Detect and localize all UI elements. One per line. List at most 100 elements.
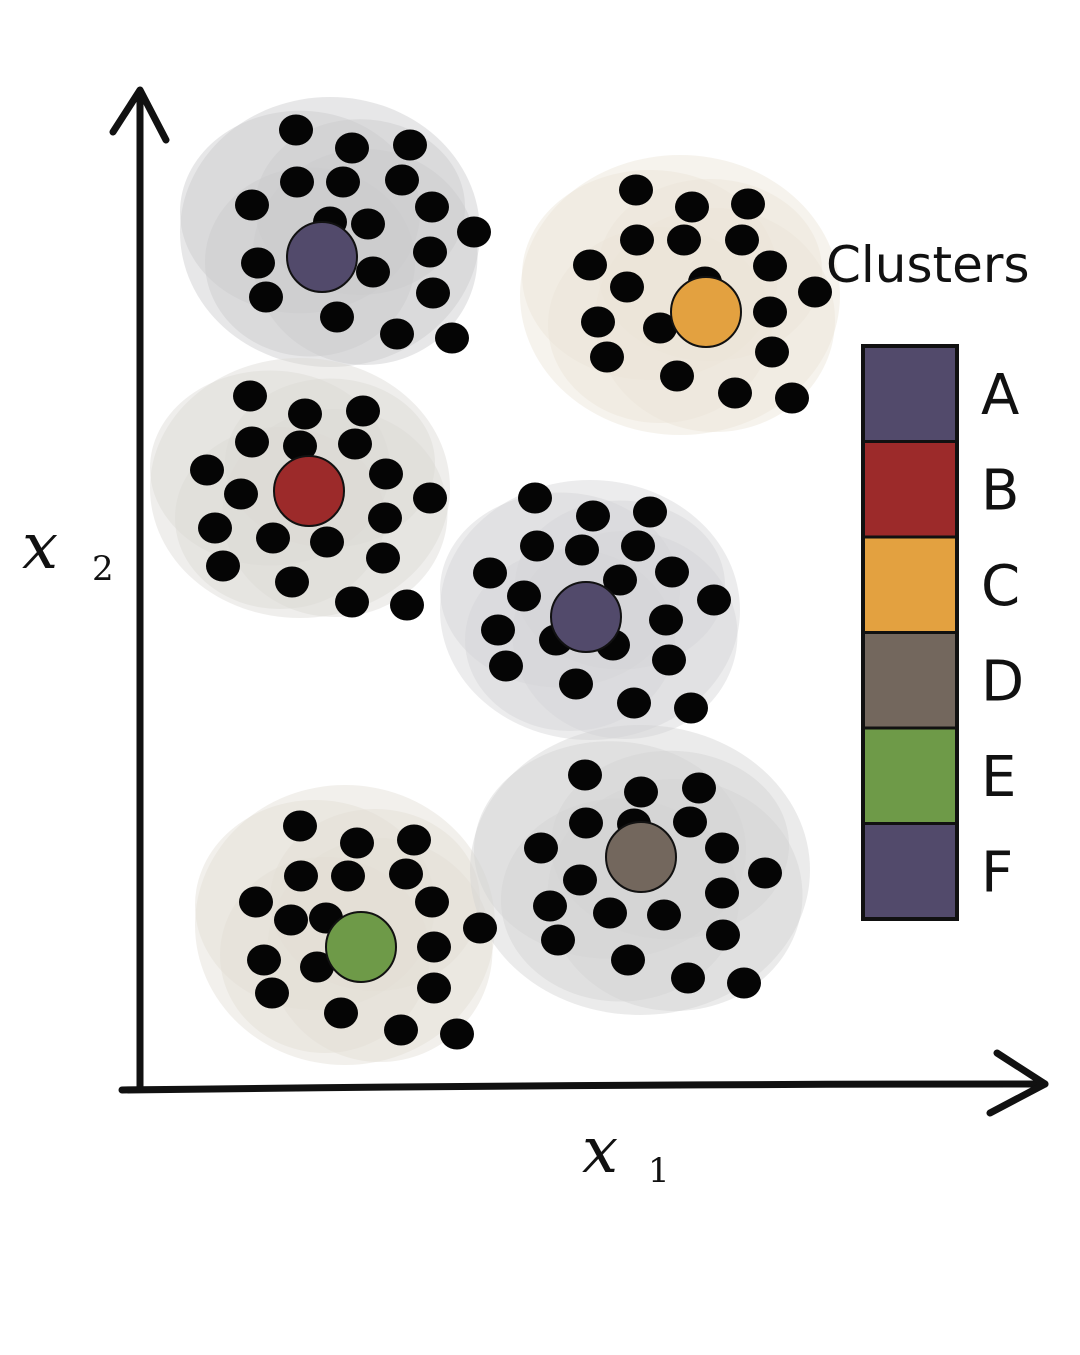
data-point — [235, 426, 269, 458]
data-point — [581, 306, 615, 338]
data-point — [310, 526, 344, 558]
data-point — [198, 512, 232, 544]
data-point — [320, 301, 354, 333]
data-point — [256, 522, 290, 554]
data-point — [338, 428, 372, 460]
data-point — [235, 189, 269, 221]
data-point — [366, 542, 400, 574]
data-point — [413, 236, 447, 268]
data-point — [748, 857, 782, 889]
centroid-f — [550, 581, 622, 653]
data-point — [610, 271, 644, 303]
data-point — [667, 224, 701, 256]
data-point — [331, 860, 365, 892]
data-point — [283, 810, 317, 842]
data-point — [280, 166, 314, 198]
data-point — [457, 216, 491, 248]
data-point — [384, 1014, 418, 1046]
data-point — [340, 827, 374, 859]
data-point — [603, 564, 637, 596]
data-point — [563, 864, 597, 896]
data-point — [705, 877, 739, 909]
data-point — [335, 586, 369, 618]
data-point — [705, 832, 739, 864]
data-point — [274, 904, 308, 936]
data-point — [624, 776, 658, 808]
data-point — [255, 977, 289, 1009]
data-point — [652, 644, 686, 676]
data-point — [755, 336, 789, 368]
data-point — [440, 1018, 474, 1050]
data-point — [590, 341, 624, 373]
legend-label-b: B — [981, 458, 1019, 523]
legend-swatch-b — [861, 440, 959, 539]
data-point — [489, 650, 523, 682]
data-point — [346, 395, 380, 427]
legend-swatch-e — [861, 726, 959, 825]
y-axis-label-subscript: 2 — [92, 549, 114, 589]
data-point — [393, 129, 427, 161]
data-point — [275, 566, 309, 598]
legend-label-d: D — [981, 649, 1024, 714]
data-point — [283, 430, 317, 462]
y-axis — [109, 86, 170, 1092]
data-point — [463, 912, 497, 944]
data-point — [300, 951, 334, 983]
data-point — [573, 249, 607, 281]
data-point — [671, 962, 705, 994]
data-point — [775, 382, 809, 414]
centroids-layer — [273, 221, 742, 983]
centroid-c — [670, 276, 742, 348]
data-point — [655, 556, 689, 588]
data-point — [569, 807, 603, 839]
legend-label-f: F — [981, 840, 1013, 905]
data-point — [576, 500, 610, 532]
data-point — [288, 398, 322, 430]
data-point — [518, 482, 552, 514]
centroid-a — [286, 221, 358, 293]
data-point — [673, 806, 707, 838]
data-point — [324, 997, 358, 1029]
y-axis-label-main: x — [22, 510, 58, 584]
legend-label-a: A — [981, 363, 1019, 428]
legend-swatch-d — [861, 631, 959, 730]
legend-label-e: E — [981, 745, 1016, 810]
data-point — [660, 360, 694, 392]
data-point — [417, 931, 451, 963]
centroid-b — [273, 455, 345, 527]
data-point — [413, 482, 447, 514]
data-point — [390, 589, 424, 621]
data-point — [368, 502, 402, 534]
data-point — [284, 860, 318, 892]
data-point — [249, 281, 283, 313]
legend-colorbar-border — [861, 344, 959, 921]
data-point — [389, 858, 423, 890]
data-point — [647, 899, 681, 931]
data-point — [335, 132, 369, 164]
x-axis-arrowhead-icon — [986, 1049, 1049, 1117]
data-point — [798, 276, 832, 308]
data-point — [369, 458, 403, 490]
data-point — [190, 454, 224, 486]
data-point — [326, 166, 360, 198]
data-point — [380, 318, 414, 350]
data-point — [356, 256, 390, 288]
data-point — [620, 224, 654, 256]
y-axis-arrowhead-icon — [109, 86, 170, 144]
data-point — [239, 886, 273, 918]
centroid-e — [325, 911, 397, 983]
x-axis-label-main: x — [582, 1114, 618, 1188]
data-point — [682, 772, 716, 804]
data-point — [611, 944, 645, 976]
data-point — [675, 191, 709, 223]
data-point — [417, 972, 451, 1004]
data-point — [473, 557, 507, 589]
data-point — [643, 312, 677, 344]
data-point — [351, 208, 385, 240]
data-point — [524, 832, 558, 864]
x-axis — [118, 1049, 1049, 1117]
y-axis-label: x 2 — [22, 510, 114, 589]
